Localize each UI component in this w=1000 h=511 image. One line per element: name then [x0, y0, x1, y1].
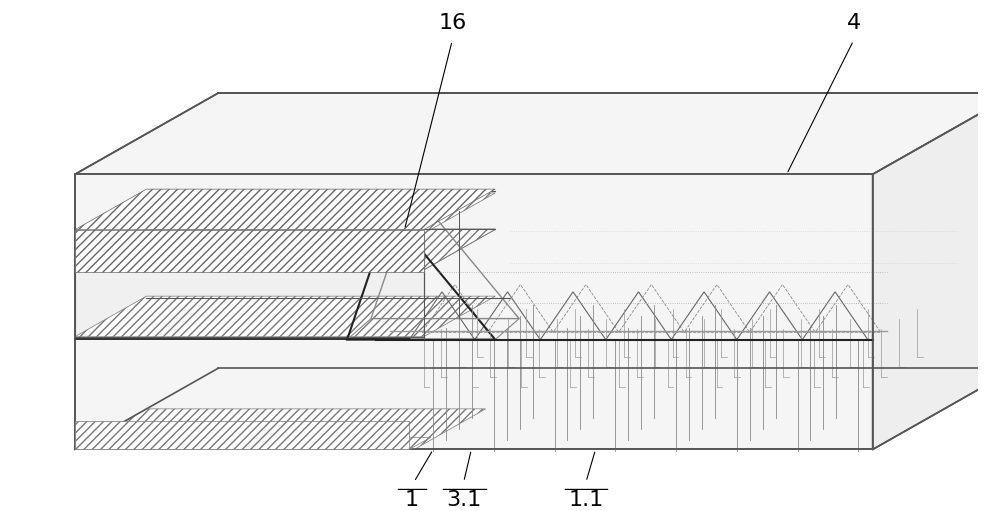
Polygon shape — [75, 229, 495, 270]
Text: 4: 4 — [846, 13, 861, 33]
Polygon shape — [75, 229, 495, 270]
Polygon shape — [75, 189, 495, 230]
Text: 1: 1 — [405, 490, 419, 509]
Polygon shape — [75, 193, 495, 234]
Polygon shape — [75, 421, 409, 450]
Polygon shape — [75, 296, 495, 337]
Text: 16: 16 — [438, 13, 466, 33]
Polygon shape — [75, 437, 431, 450]
Polygon shape — [75, 409, 486, 450]
Polygon shape — [75, 234, 424, 270]
Polygon shape — [75, 270, 424, 337]
Polygon shape — [75, 174, 873, 450]
Polygon shape — [75, 230, 424, 272]
Polygon shape — [873, 93, 1000, 450]
Polygon shape — [75, 93, 1000, 174]
Text: 1.1: 1.1 — [568, 490, 604, 509]
Text: 3.1: 3.1 — [446, 490, 481, 509]
